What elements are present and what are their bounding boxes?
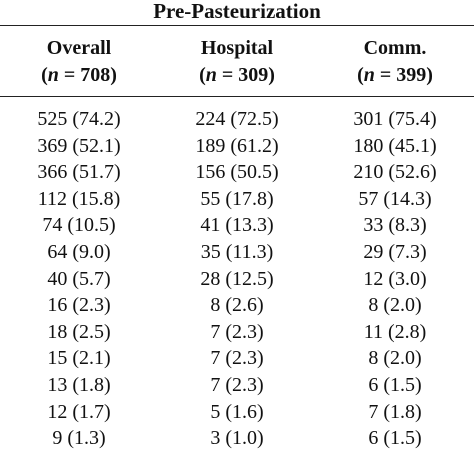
column-header-overall: Overall <box>46 37 112 59</box>
table-row: 12 (1.7) 5 (1.6) 7 (1.8) <box>0 399 474 426</box>
table-cell-community: 57 (14.3) <box>358 187 432 210</box>
n-value: = 708) <box>58 64 117 86</box>
table-cell-overall: 64 (9.0) <box>47 240 111 263</box>
table-cell-overall: 16 (2.3) <box>47 294 111 317</box>
table-cell-community: 11 (2.8) <box>363 320 427 343</box>
table-row: 18 (2.5) 7 (2.3) 11 (2.8) <box>0 319 474 346</box>
n-symbol: n <box>363 64 375 86</box>
table-cell-community: 180 (45.1) <box>353 134 437 157</box>
table-cell-hospital: 7 (2.3) <box>210 373 264 396</box>
table-cell-hospital: 35 (11.3) <box>200 240 274 263</box>
table-cell-overall: 18 (2.5) <box>47 320 111 343</box>
table-cell-overall: 74 (10.5) <box>42 214 116 237</box>
table-cell-community: 301 (75.4) <box>353 108 437 130</box>
table-row: 366 (51.7) 156 (50.5) 210 (52.6) <box>0 159 474 186</box>
table-row: 15 (2.1) 7 (2.3) 8 (2.0) <box>0 345 474 372</box>
table-cell-community: 29 (7.3) <box>363 240 427 263</box>
table-row: 74 (10.5) 41 (13.3) 33 (8.3) <box>0 212 474 239</box>
table-cell-hospital: 41 (13.3) <box>200 214 274 237</box>
table-cell-overall: 15 (2.1) <box>47 347 111 370</box>
table-cell-hospital: 7 (2.3) <box>210 320 264 343</box>
table-cell-overall: 525 (74.2) <box>37 108 121 130</box>
column-n-community: (n = 399) <box>357 64 433 86</box>
table-cell-community: 210 (52.6) <box>353 161 437 184</box>
n-value: = 399) <box>374 64 433 86</box>
table-cell-community: 12 (3.0) <box>363 267 427 290</box>
table-cell-overall: 9 (1.3) <box>52 427 106 450</box>
table-row: 525 (74.2) 224 (72.5) 301 (75.4) <box>0 106 474 133</box>
column-header-hospital: Hospital <box>200 37 274 59</box>
table-row: 9 (1.3) 3 (1.0) 6 (1.5) <box>0 425 474 452</box>
table-row: 64 (9.0) 35 (11.3) 29 (7.3) <box>0 239 474 266</box>
table-cell-overall: 366 (51.7) <box>37 161 121 184</box>
column-n-hospital: (n = 309) <box>199 64 275 86</box>
n-value: = 309) <box>216 64 275 86</box>
header-rule <box>0 96 474 97</box>
n-symbol: n <box>47 64 59 86</box>
table-cell-overall: 112 (15.8) <box>37 187 121 210</box>
table-caption: Pre-Pasteurization <box>153 0 321 23</box>
n-symbol: n <box>205 64 217 86</box>
table-cell-hospital: 5 (1.6) <box>210 400 264 423</box>
table-cell-hospital: 3 (1.0) <box>210 427 264 450</box>
table-cell-hospital: 156 (50.5) <box>195 161 279 184</box>
table-cell-overall: 13 (1.8) <box>47 373 111 396</box>
table-cell-hospital: 224 (72.5) <box>195 108 279 130</box>
table-row: 16 (2.3) 8 (2.6) 8 (2.0) <box>0 292 474 319</box>
column-n-overall: (n = 708) <box>41 64 117 86</box>
table-cell-overall: 12 (1.7) <box>47 400 111 423</box>
column-header-community: Comm. <box>363 37 427 59</box>
table-row: 369 (52.1) 189 (61.2) 180 (45.1) <box>0 133 474 160</box>
table-cell-hospital: 8 (2.6) <box>210 294 264 317</box>
table-body: 525 (74.2) 224 (72.5) 301 (75.4) 369 (52.1)… <box>0 106 474 452</box>
table-cell-hospital: 55 (17.8) <box>200 187 274 210</box>
table-cell-community: 33 (8.3) <box>363 214 427 237</box>
table-row: 40 (5.7) 28 (12.5) 12 (3.0) <box>0 266 474 293</box>
table-cell-community: 6 (1.5) <box>368 373 422 396</box>
table-cell-overall: 40 (5.7) <box>47 267 111 290</box>
table-row: 112 (15.8) 55 (17.8) 57 (14.3) <box>0 186 474 213</box>
table-cell-community: 8 (2.0) <box>368 347 422 370</box>
table-row: 13 (1.8) 7 (2.3) 6 (1.5) <box>0 372 474 399</box>
table-cell-overall: 369 (52.1) <box>37 134 121 157</box>
table-cell-hospital: 28 (12.5) <box>200 267 274 290</box>
caption-rule <box>0 25 474 26</box>
table-cell-hospital: 189 (61.2) <box>195 134 279 157</box>
table-cell-community: 7 (1.8) <box>368 400 422 423</box>
table-cell-community: 8 (2.0) <box>368 294 422 317</box>
table-cell-hospital: 7 (2.3) <box>210 347 264 370</box>
table-cell-community: 6 (1.5) <box>368 427 422 450</box>
